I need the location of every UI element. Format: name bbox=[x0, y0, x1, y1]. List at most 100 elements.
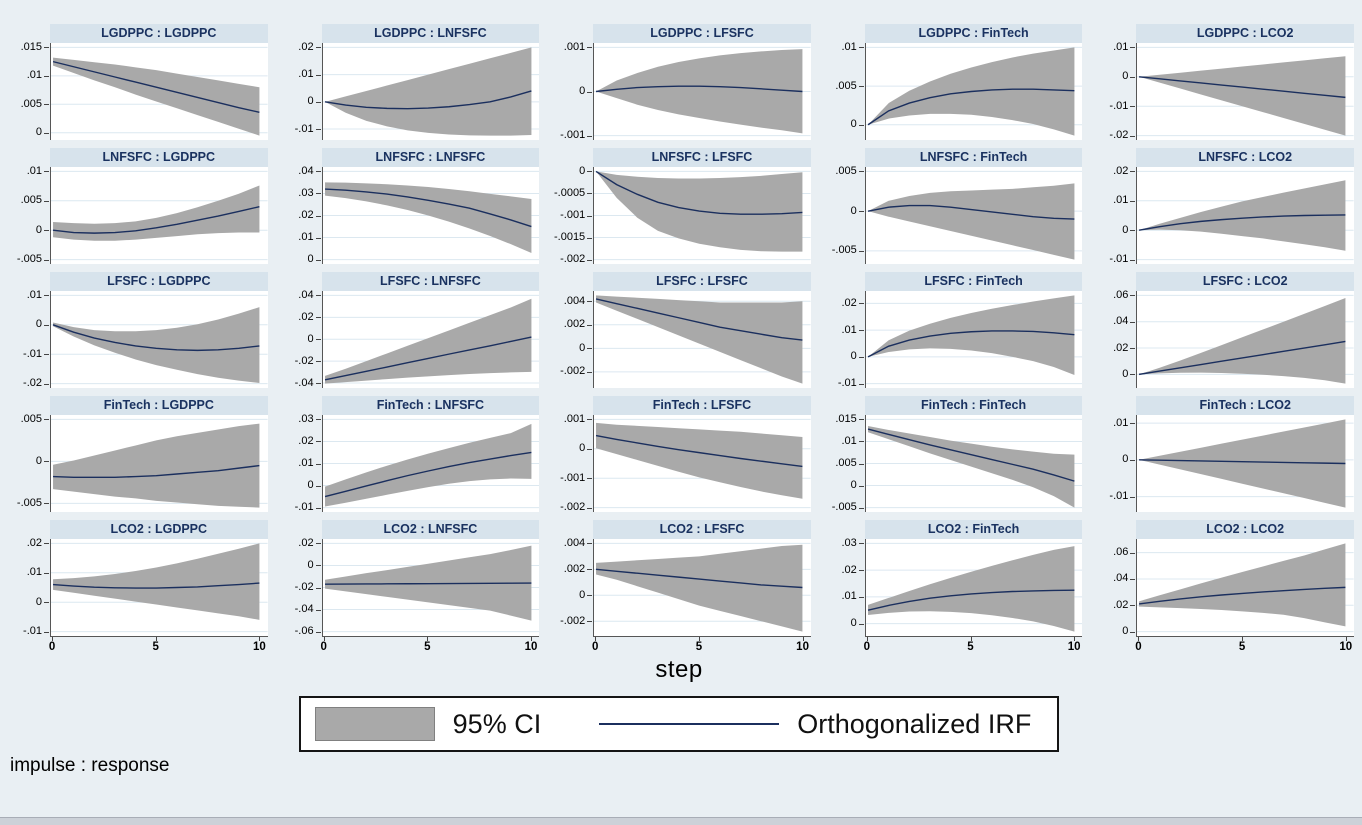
y-tick-label: 0 bbox=[850, 350, 857, 363]
y-tick-mark bbox=[587, 301, 593, 303]
irf-plot-cell: LCO2 : LGDPPC .02 .01 0 -.01 0 5 10 bbox=[4, 520, 268, 654]
y-tick-mark bbox=[1130, 106, 1136, 108]
y-tick-mark bbox=[315, 193, 321, 195]
y-tick-mark bbox=[315, 631, 321, 633]
ci-band bbox=[324, 182, 532, 253]
irf-plot-cell: LNFSFC : LFSFC 0 -.0005 -.001 -.0015 -.002 bbox=[547, 148, 811, 265]
y-tick-label: .01 bbox=[26, 288, 42, 301]
x-tick-label: 0 bbox=[863, 641, 871, 653]
ci-band bbox=[867, 295, 1075, 376]
irf-plot-cell: LCO2 : LCO2 .06 .04 .02 0 0 5 10 bbox=[1090, 520, 1354, 654]
ci-band bbox=[596, 422, 803, 499]
plot-title: LGDPPC : FinTech bbox=[864, 24, 1083, 43]
y-axis: .01 0 -.01 -.02 bbox=[1090, 41, 1136, 141]
y-tick-mark bbox=[44, 295, 49, 297]
plot-canvas bbox=[1136, 415, 1354, 512]
y-tick-label: -.002 bbox=[560, 365, 586, 378]
y-tick-label: .01 bbox=[841, 434, 857, 447]
y-axis: .06 .04 .02 0 bbox=[1090, 539, 1136, 637]
irf-plot-cell: LCO2 : LNFSFC .02 0 -.02 -.04 -.06 0 5 10 bbox=[276, 520, 540, 654]
y-tick-label: .002 bbox=[563, 318, 586, 331]
y-tick-mark bbox=[1130, 76, 1136, 78]
y-tick-mark bbox=[315, 74, 321, 76]
y-tick-label: 0 bbox=[579, 341, 586, 354]
y-tick-label: .005 bbox=[835, 79, 857, 92]
y-tick-label: 0 bbox=[35, 223, 42, 236]
y-tick-mark bbox=[858, 250, 864, 252]
y-tick-mark bbox=[315, 215, 321, 217]
y-tick-label: .02 bbox=[298, 310, 314, 323]
y-tick-mark bbox=[315, 237, 321, 239]
x-tick-label: 10 bbox=[524, 641, 538, 653]
ci-band bbox=[867, 183, 1075, 260]
y-tick-mark bbox=[315, 171, 321, 173]
irf-line bbox=[324, 90, 532, 110]
plot-canvas bbox=[50, 43, 268, 140]
y-tick-label: -.0015 bbox=[553, 231, 586, 244]
y-tick-label: .005 bbox=[20, 194, 42, 207]
y-tick-label: -.001 bbox=[560, 471, 586, 484]
y-tick-label: .02 bbox=[1113, 341, 1129, 354]
y-tick-label: .06 bbox=[1113, 288, 1129, 301]
plot-canvas bbox=[593, 291, 811, 388]
y-tick-label: .01 bbox=[26, 164, 42, 177]
y-tick-label: -.01 bbox=[1109, 490, 1129, 503]
x-tick-mark bbox=[530, 637, 532, 641]
y-tick-label: .005 bbox=[835, 164, 857, 177]
y-axis: .015 .01 .005 0 -.005 bbox=[819, 413, 865, 513]
y-tick-label: 0 bbox=[1122, 367, 1129, 380]
plot-canvas bbox=[593, 415, 811, 512]
plot-canvas bbox=[321, 291, 540, 388]
plot-title: LFSFC : FinTech bbox=[864, 272, 1083, 291]
ci-band bbox=[867, 426, 1075, 508]
y-tick-mark bbox=[1130, 47, 1136, 49]
irf-line bbox=[867, 88, 1075, 126]
y-tick-mark bbox=[587, 135, 593, 137]
plot-canvas bbox=[50, 291, 268, 388]
y-tick-label: .02 bbox=[841, 296, 857, 309]
y-tick-mark bbox=[587, 215, 593, 217]
irf-line bbox=[52, 206, 260, 234]
y-tick-mark bbox=[1130, 230, 1136, 232]
plot-title: FinTech : LGDPPC bbox=[50, 396, 268, 415]
irf-plot-cell: LNFSFC : LNFSFC .04 .03 .02 .01 0 bbox=[276, 148, 540, 265]
plot-title: LGDPPC : LGDPPC bbox=[50, 24, 268, 43]
plot-title: FinTech : LFSFC bbox=[593, 396, 811, 415]
y-tick-mark bbox=[44, 47, 49, 49]
y-tick-mark bbox=[858, 211, 864, 213]
y-tick-mark bbox=[858, 441, 864, 443]
plot-canvas bbox=[864, 415, 1083, 512]
x-tick-mark bbox=[802, 637, 804, 641]
x-axis: 0 5 10 bbox=[592, 637, 811, 654]
y-tick-label: 0 bbox=[579, 442, 586, 455]
irf-plot-cell: LFSFC : LCO2 .06 .04 .02 0 bbox=[1090, 272, 1354, 388]
plot-canvas bbox=[1136, 43, 1354, 140]
irf-line bbox=[52, 582, 260, 589]
y-tick-mark bbox=[44, 200, 49, 202]
y-tick-label: .01 bbox=[298, 68, 314, 81]
y-tick-mark bbox=[858, 463, 864, 465]
y-tick-mark bbox=[315, 463, 321, 465]
plot-title: LFSFC : LFSFC bbox=[593, 272, 811, 291]
irf-plot-cell: LNFSFC : LCO2 .02 .01 0 -.01 bbox=[1090, 148, 1354, 265]
plot-canvas bbox=[864, 291, 1083, 388]
x-tick-mark bbox=[427, 637, 429, 641]
ci-band bbox=[53, 185, 260, 241]
y-tick-mark bbox=[587, 324, 593, 326]
y-axis: .015 .01 .005 0 bbox=[4, 41, 50, 140]
irf-line bbox=[867, 204, 1075, 220]
plot-title: FinTech : LCO2 bbox=[1136, 396, 1354, 415]
plot-title: LGDPPC : LCO2 bbox=[1136, 24, 1354, 43]
ci-band bbox=[324, 47, 532, 136]
y-tick-mark bbox=[1130, 374, 1136, 376]
y-tick-label: -.005 bbox=[16, 496, 42, 509]
plot-title: LCO2 : LCO2 bbox=[1136, 520, 1354, 539]
x-tick-mark bbox=[970, 637, 972, 641]
plot-canvas bbox=[50, 167, 268, 264]
y-tick-label: 0 bbox=[579, 588, 586, 601]
ci-band bbox=[53, 423, 260, 508]
window-bottom-edge bbox=[0, 817, 1362, 825]
x-tick-mark bbox=[698, 637, 700, 641]
y-tick-mark bbox=[587, 419, 593, 421]
irf-plot-cell: FinTech : LCO2 .01 0 -.01 bbox=[1090, 396, 1354, 512]
